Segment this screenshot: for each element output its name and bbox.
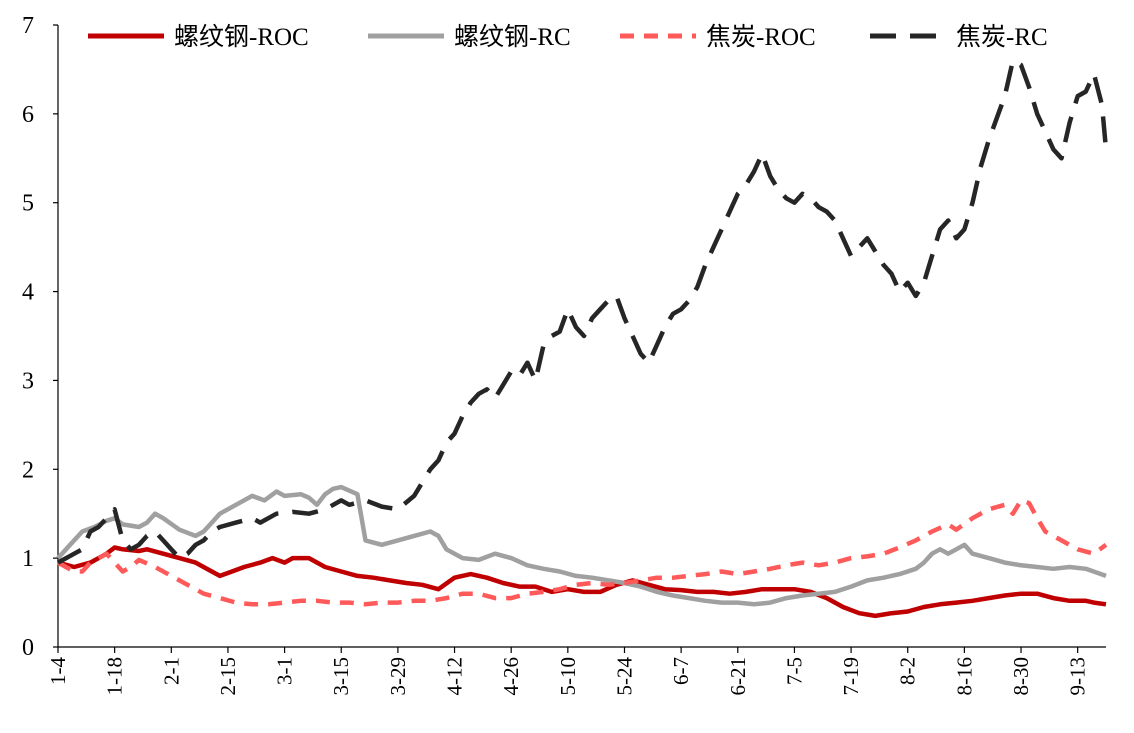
series-line-2: [56, 484, 1107, 607]
x-tick-label: 8-2: [896, 657, 920, 685]
y-tick-label: 4: [22, 280, 34, 306]
axes: 0 1 2 3 4 5 6 7 1-4 1-18 2-1 2-15 3-1 3-15 3-29 4-12 4-2…: [22, 13, 1106, 696]
x-tick-label: 1-4: [46, 657, 70, 685]
x-tick-label: 2-15: [216, 657, 240, 696]
series-layer: [56, 58, 1109, 619]
series-line-1: [57, 545, 1107, 619]
x-tick-label: 9-13: [1066, 657, 1090, 696]
legend-label-2: 螺纹钢-RC: [454, 23, 571, 51]
x-tick-label: 3-29: [386, 657, 410, 696]
y-tick-label: 6: [22, 102, 34, 128]
x-tick-label: 5-24: [612, 657, 636, 696]
y-tick-label: 1: [22, 546, 34, 572]
series-line-4: [56, 58, 1109, 565]
x-tick-label: 1-18: [103, 657, 127, 696]
x-tick-label: 3-15: [329, 657, 353, 696]
y-tick-label: 0: [22, 635, 34, 661]
x-tick-label: 5-10: [556, 657, 580, 696]
x-tick-label: 8-16: [952, 657, 976, 696]
x-tick-label: 7-5: [782, 657, 806, 685]
x-tick-label: 6-21: [726, 657, 750, 696]
x-tick-label: 6-7: [669, 657, 693, 685]
legend: 螺纹钢-ROC 螺纹钢-RC 焦炭-ROC 焦炭-RC: [88, 23, 1048, 51]
y-tick-label: 2: [22, 457, 34, 483]
y-tick-label: 5: [22, 191, 34, 217]
series-line-3: [56, 498, 1108, 607]
x-tick-label: 8-30: [1009, 657, 1033, 696]
x-tick-label: 2-1: [159, 657, 183, 685]
x-tick-label: 3-1: [273, 657, 297, 685]
legend-label-1: 螺纹钢-ROC: [174, 23, 309, 51]
x-tick-label: 4-12: [443, 657, 467, 696]
legend-label-4: 焦炭-RC: [956, 23, 1048, 51]
y-tick-label: 7: [22, 13, 34, 39]
x-tick-label: 7-19: [839, 657, 863, 696]
y-tick-label: 3: [22, 368, 34, 394]
legend-label-3: 焦炭-ROC: [706, 23, 816, 51]
x-tick-label: 4-26: [499, 657, 523, 696]
